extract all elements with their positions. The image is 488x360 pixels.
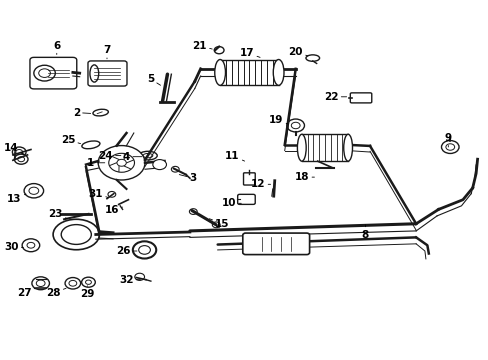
Circle shape (14, 154, 28, 164)
Text: 13: 13 (7, 194, 26, 204)
Circle shape (39, 69, 50, 77)
Circle shape (12, 147, 26, 157)
Circle shape (98, 145, 145, 180)
Ellipse shape (343, 134, 352, 161)
Ellipse shape (61, 225, 91, 244)
Circle shape (135, 273, 144, 280)
Ellipse shape (124, 154, 132, 157)
FancyBboxPatch shape (30, 57, 77, 89)
Text: 23: 23 (48, 209, 67, 219)
Text: 1: 1 (87, 158, 104, 168)
Ellipse shape (81, 141, 100, 149)
Circle shape (34, 65, 55, 81)
Circle shape (189, 209, 197, 215)
Ellipse shape (121, 152, 136, 159)
Circle shape (81, 277, 95, 287)
Ellipse shape (139, 151, 157, 160)
Text: 32: 32 (119, 275, 140, 285)
Circle shape (441, 140, 458, 153)
FancyBboxPatch shape (243, 233, 309, 255)
Text: 3: 3 (179, 173, 197, 183)
Text: 20: 20 (288, 46, 307, 57)
FancyBboxPatch shape (243, 173, 255, 185)
Circle shape (36, 280, 45, 287)
Ellipse shape (214, 59, 225, 85)
Ellipse shape (297, 134, 305, 161)
FancyBboxPatch shape (88, 61, 127, 86)
Text: 18: 18 (294, 172, 314, 182)
FancyBboxPatch shape (237, 194, 255, 204)
Ellipse shape (93, 109, 108, 116)
Text: 31: 31 (88, 189, 108, 199)
Text: 26: 26 (116, 246, 137, 256)
Circle shape (286, 119, 304, 132)
Text: 9: 9 (444, 133, 451, 147)
Text: 16: 16 (104, 206, 122, 216)
Circle shape (108, 153, 134, 172)
Ellipse shape (305, 55, 319, 61)
Text: 24: 24 (98, 150, 121, 161)
Text: 28: 28 (46, 288, 66, 298)
Circle shape (65, 278, 81, 289)
Circle shape (24, 184, 43, 198)
Circle shape (108, 192, 116, 197)
Text: 10: 10 (221, 198, 241, 208)
Text: 8: 8 (361, 225, 368, 239)
Text: 29: 29 (80, 286, 95, 299)
Text: 12: 12 (250, 179, 270, 189)
Text: 7: 7 (103, 45, 110, 59)
Circle shape (27, 242, 35, 248)
Circle shape (32, 277, 49, 290)
Circle shape (69, 280, 77, 286)
Circle shape (133, 241, 156, 258)
Circle shape (139, 246, 150, 254)
Text: 5: 5 (146, 74, 160, 85)
Text: 17: 17 (239, 48, 260, 58)
Circle shape (212, 222, 220, 228)
Text: 6: 6 (53, 41, 61, 54)
Text: 22: 22 (324, 92, 346, 102)
Text: 27: 27 (17, 288, 35, 298)
Circle shape (153, 159, 166, 170)
Circle shape (117, 159, 126, 166)
Text: 11: 11 (224, 150, 244, 161)
Circle shape (214, 46, 224, 54)
Text: 21: 21 (192, 41, 212, 50)
FancyBboxPatch shape (349, 93, 371, 103)
Circle shape (445, 144, 454, 150)
Circle shape (18, 157, 24, 162)
Ellipse shape (273, 59, 284, 85)
Circle shape (16, 149, 22, 154)
Circle shape (29, 187, 39, 194)
Text: 15: 15 (209, 219, 229, 229)
Text: 2: 2 (73, 108, 90, 118)
Text: 14: 14 (4, 143, 24, 154)
Ellipse shape (143, 153, 153, 158)
Text: 30: 30 (4, 242, 23, 252)
Circle shape (85, 280, 91, 284)
Circle shape (291, 122, 300, 129)
Text: 19: 19 (268, 115, 288, 125)
Text: 25: 25 (61, 135, 81, 145)
Circle shape (171, 166, 179, 172)
Circle shape (22, 239, 40, 252)
Text: 4: 4 (122, 152, 142, 162)
Ellipse shape (53, 219, 99, 250)
